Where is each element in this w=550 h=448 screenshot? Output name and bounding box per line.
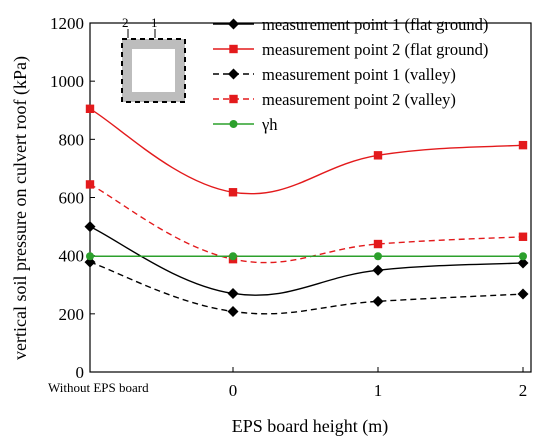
data-point-2	[85, 104, 95, 113]
data-point-1	[372, 264, 384, 276]
series-lines	[89, 108, 524, 315]
data-point-3	[517, 288, 529, 300]
data-point-5	[374, 252, 382, 261]
legend-swatch-marker	[229, 120, 238, 128]
legend-label: measurement point 1 (flat ground)	[262, 15, 488, 34]
y-tick-label: 0	[76, 363, 85, 382]
series-line-2	[89, 108, 524, 195]
legend-swatch-marker	[229, 44, 238, 54]
y-axis-title: vertical soil pressure on culvert roof (…	[10, 56, 31, 360]
x-tick-label: 0	[229, 381, 238, 400]
eps-board-outline	[121, 38, 186, 103]
series-line-4	[89, 183, 524, 264]
data-point-2	[518, 140, 528, 150]
legend: measurement point 1 (flat ground) measure…	[213, 15, 488, 134]
data-point-4	[518, 232, 528, 241]
legend-label: measurement point 1 (valley)	[262, 65, 456, 84]
series-line-1	[89, 225, 524, 296]
culvert-inset-diagram: 2 1	[121, 15, 186, 103]
legend-swatch-marker	[229, 94, 238, 104]
data-point-4	[373, 239, 383, 249]
data-point-3	[372, 295, 384, 307]
y-tick-label: 200	[59, 305, 85, 324]
legend-label: γh	[261, 115, 278, 134]
x-axis: Without EPS board 0 1 2	[48, 367, 527, 400]
data-point-5	[229, 252, 237, 261]
data-point-1	[84, 221, 96, 233]
legend-swatch-marker	[228, 68, 239, 80]
y-axis: 0 200 400 600 800 1000 1200	[50, 14, 95, 382]
inset-label-point-2: 2	[122, 15, 129, 30]
legend-label: measurement point 2 (flat ground)	[262, 40, 488, 59]
x-tick-label: 1	[374, 381, 383, 400]
data-point-3	[84, 256, 96, 268]
legend-swatch-marker	[228, 18, 239, 30]
x-tick-label: 2	[519, 381, 528, 400]
data-point-3	[227, 306, 239, 318]
data-point-4	[85, 180, 95, 189]
y-tick-label: 600	[59, 189, 85, 208]
data-point-2	[373, 151, 383, 160]
legend-label: measurement point 2 (valley)	[262, 90, 456, 109]
y-tick-label: 400	[59, 247, 85, 266]
y-tick-label: 1000	[50, 72, 84, 91]
data-point-1	[517, 257, 529, 269]
x-axis-title: EPS board height (m)	[232, 416, 388, 437]
y-tick-label: 800	[59, 130, 85, 149]
data-point-2	[228, 188, 238, 197]
culvert-opening	[132, 49, 175, 92]
series-line-3	[89, 261, 524, 315]
data-point-5	[86, 252, 94, 261]
data-point-5	[519, 252, 527, 261]
y-tick-label: 1200	[50, 14, 84, 33]
data-point-1	[227, 287, 239, 299]
inset-label-point-1: 1	[151, 15, 158, 30]
x-tick-label: Without EPS board	[48, 380, 149, 395]
series-markers	[84, 104, 529, 318]
